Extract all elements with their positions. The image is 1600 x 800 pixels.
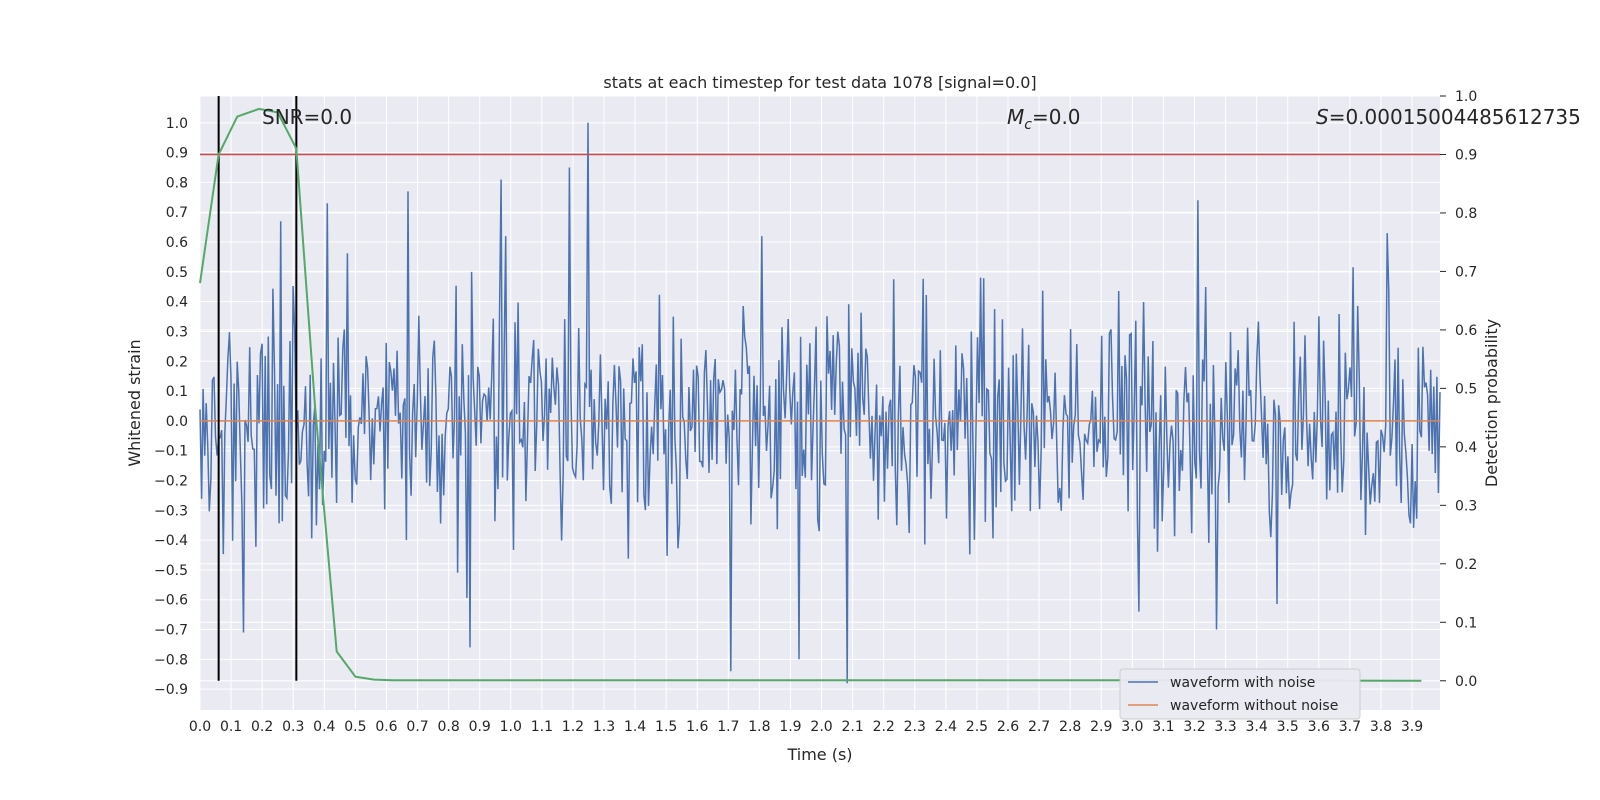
x-tick-label: 2.0 xyxy=(810,719,832,735)
series-detection-probability xyxy=(199,107,1422,682)
x-tick-label: 3.3 xyxy=(1214,719,1236,735)
s-annotation: S=0.00015004485612735 xyxy=(1316,105,1581,129)
y2-tick-label: 0.0 xyxy=(1455,674,1477,690)
y2-axis-label: Detection probability xyxy=(1482,319,1501,487)
x-tick-label: 2.3 xyxy=(904,719,926,735)
y-tick-label: 0.7 xyxy=(166,205,188,221)
chirp-mass-value: =0.0 xyxy=(1032,105,1081,129)
x-tick-label: 3.5 xyxy=(1277,719,1299,735)
y2-ticks: 1.0 0.9 0.8 0.7 0.6 0.5 0.4 0.3 0.2 0.1 0.0 xyxy=(1440,89,1477,690)
x-tick-label: 3.4 xyxy=(1246,719,1268,735)
x-tick-label: 2.8 xyxy=(1059,719,1081,735)
legend: waveform with noise waveform without noi… xyxy=(1119,668,1361,720)
x-tick-label: 1.9 xyxy=(779,719,801,735)
y-tick-label: 0.8 xyxy=(166,175,188,191)
legend-box xyxy=(1119,668,1361,720)
y2-tick-label: 0.3 xyxy=(1455,498,1477,514)
x-ticks: 0.0 0.1 0.2 0.3 0.4 0.5 0.6 0.7 0.8 0.9 1.0 1.1 1.2 1… xyxy=(189,719,1423,735)
x-tick-label: 3.9 xyxy=(1401,719,1423,735)
y-ticks: 1.0 0.9 0.8 0.7 0.6 0.5 0.4 0.3 0.2 0.1 0.0 −0.1 −0.… xyxy=(154,116,188,698)
x-tick-label: 2.7 xyxy=(1028,719,1050,735)
x-tick-label: 0.2 xyxy=(251,719,273,735)
s-value: =0.00015004485612735 xyxy=(1329,105,1581,129)
x-tick-label: 1.8 xyxy=(748,719,770,735)
y-tick-label: 0.6 xyxy=(166,235,188,251)
y2-tick-label: 0.6 xyxy=(1455,323,1477,339)
x-tick-label: 0.4 xyxy=(313,719,335,735)
y-tick-label: −0.7 xyxy=(154,623,188,639)
y2-tick-label: 0.1 xyxy=(1455,615,1477,631)
x-tick-label: 0.6 xyxy=(375,719,397,735)
x-tick-label: 0.8 xyxy=(437,719,459,735)
x-tick-label: 2.2 xyxy=(873,719,895,735)
chirp-mass-subscript: c xyxy=(1024,117,1032,133)
y-tick-label: 0.2 xyxy=(166,354,188,370)
x-tick-label: 3.8 xyxy=(1370,719,1392,735)
y-tick-label: −0.4 xyxy=(154,533,188,549)
x-tick-label: 1.5 xyxy=(655,719,677,735)
y-axis-label: Whitened strain xyxy=(125,339,144,466)
y2-tick-label: 0.5 xyxy=(1455,381,1477,397)
x-tick-label: 0.9 xyxy=(469,719,491,735)
y-tick-label: −0.3 xyxy=(154,503,188,519)
x-tick-label: 1.6 xyxy=(686,719,708,735)
x-tick-label: 3.6 xyxy=(1308,719,1330,735)
y-tick-label: 1.0 xyxy=(166,116,188,132)
x-tick-label: 1.3 xyxy=(593,719,615,735)
x-tick-label: 2.1 xyxy=(841,719,863,735)
y-tick-label: −0.6 xyxy=(154,593,188,609)
y2-tick-label: 0.8 xyxy=(1455,206,1477,222)
x-tick-label: 0.5 xyxy=(344,719,366,735)
chirp-mass-annotation: Mc=0.0 xyxy=(1007,105,1081,133)
y-tick-label: 0.4 xyxy=(166,295,188,311)
y-tick-label: −0.1 xyxy=(154,444,188,460)
y-tick-label: 0.9 xyxy=(166,146,188,162)
x-tick-label: 2.4 xyxy=(935,719,957,735)
y2-tick-label: 0.2 xyxy=(1455,557,1477,573)
x-tick-label: 1.2 xyxy=(562,719,584,735)
x-tick-label: 3.2 xyxy=(1183,719,1205,735)
x-tick-label: 1.1 xyxy=(531,719,553,735)
x-tick-label: 3.0 xyxy=(1121,719,1143,735)
y-tick-label: −0.2 xyxy=(154,473,188,489)
y-tick-label: 0.3 xyxy=(166,324,188,340)
x-tick-label: 1.0 xyxy=(500,719,522,735)
series-waveform-with-noise xyxy=(199,122,1441,684)
y-tick-label: −0.8 xyxy=(154,652,188,668)
x-tick-label: 0.7 xyxy=(406,719,428,735)
x-tick-label: 3.1 xyxy=(1152,719,1174,735)
x-tick-label: 2.5 xyxy=(966,719,988,735)
x-tick-label: 3.7 xyxy=(1339,719,1361,735)
x-tick-label: 0.3 xyxy=(282,719,304,735)
y-tick-label: 0.5 xyxy=(166,265,188,281)
x-tick-label: 1.7 xyxy=(717,719,739,735)
x-tick-label: 0.1 xyxy=(220,719,242,735)
x-tick-label: 1.4 xyxy=(624,719,646,735)
legend-label-noise: waveform with noise xyxy=(1170,675,1315,691)
x-tick-label: 2.9 xyxy=(1090,719,1112,735)
x-tick-label: 2.6 xyxy=(997,719,1019,735)
y-tick-label: 0.1 xyxy=(166,384,188,400)
y-tick-label: −0.9 xyxy=(154,682,188,698)
y-tick-label: 0.0 xyxy=(166,414,188,430)
y2-tick-label: 0.9 xyxy=(1455,147,1477,163)
series-layer xyxy=(199,96,1441,684)
y2-tick-label: 0.4 xyxy=(1455,440,1477,456)
snr-annotation: SNR=0.0 xyxy=(262,105,352,129)
s-symbol: S xyxy=(1316,105,1329,129)
chart-title: stats at each timestep for test data 107… xyxy=(603,73,1036,92)
x-tick-label: 0.0 xyxy=(189,719,211,735)
x-axis-label: Time (s) xyxy=(786,745,852,764)
chirp-mass-symbol: M xyxy=(1007,105,1024,129)
y2-tick-label: 1.0 xyxy=(1455,89,1477,105)
y-tick-label: −0.5 xyxy=(154,563,188,579)
y2-tick-label: 0.7 xyxy=(1455,264,1477,280)
legend-label-clean: waveform without noise xyxy=(1170,698,1338,714)
